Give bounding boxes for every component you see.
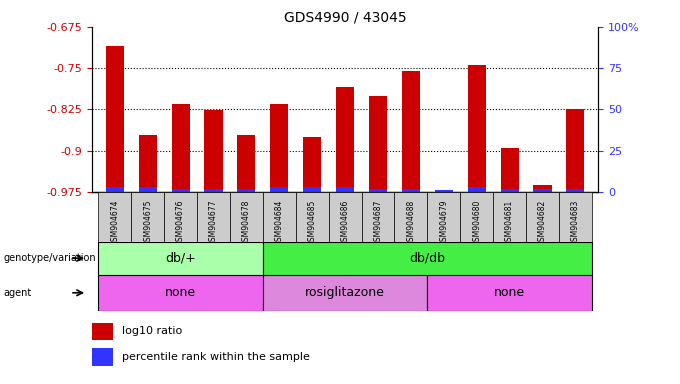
Text: GSM904684: GSM904684: [275, 200, 284, 246]
Bar: [92, 323, 113, 340]
Bar: [270, 104, 288, 192]
Bar: [533, 189, 551, 192]
Text: GSM904680: GSM904680: [472, 200, 481, 246]
Text: GSM904676: GSM904676: [176, 200, 185, 246]
Bar: [303, 137, 321, 192]
Bar: [427, 192, 460, 242]
Bar: [131, 192, 164, 242]
Bar: [468, 65, 486, 192]
Text: GSM904685: GSM904685: [308, 200, 317, 246]
Text: GSM904674: GSM904674: [110, 200, 119, 246]
Bar: [171, 104, 190, 192]
Bar: [171, 189, 190, 192]
Bar: [92, 349, 113, 366]
Text: GSM904677: GSM904677: [209, 200, 218, 246]
Bar: [500, 189, 519, 192]
Bar: [99, 275, 263, 311]
Text: none: none: [494, 286, 525, 299]
Bar: [460, 192, 493, 242]
Bar: [435, 190, 453, 192]
Bar: [328, 192, 362, 242]
Bar: [263, 242, 592, 275]
Bar: [526, 192, 559, 242]
Bar: [336, 88, 354, 192]
Bar: [427, 275, 592, 311]
Bar: [197, 192, 230, 242]
Text: GSM904681: GSM904681: [505, 200, 514, 246]
Bar: [369, 189, 387, 192]
Text: none: none: [165, 286, 197, 299]
Text: GSM904675: GSM904675: [143, 200, 152, 246]
Bar: [566, 189, 584, 192]
Bar: [164, 192, 197, 242]
Bar: [106, 46, 124, 192]
Text: GSM904686: GSM904686: [341, 200, 350, 246]
Text: genotype/variation: genotype/variation: [3, 253, 96, 263]
Bar: [336, 187, 354, 192]
Text: rosiglitazone: rosiglitazone: [305, 286, 385, 299]
Text: db/+: db/+: [165, 252, 196, 265]
Text: percentile rank within the sample: percentile rank within the sample: [122, 352, 310, 362]
Bar: [237, 189, 256, 192]
Bar: [533, 185, 551, 192]
Bar: [230, 192, 263, 242]
Bar: [362, 192, 394, 242]
Bar: [205, 189, 222, 192]
Text: log10 ratio: log10 ratio: [122, 326, 182, 336]
Bar: [263, 275, 427, 311]
Bar: [468, 187, 486, 192]
Bar: [435, 190, 453, 192]
Text: GSM904687: GSM904687: [373, 200, 382, 246]
Text: db/db: db/db: [409, 252, 445, 265]
Bar: [99, 242, 263, 275]
Bar: [205, 110, 222, 192]
Bar: [566, 109, 584, 192]
Bar: [296, 192, 328, 242]
Bar: [263, 192, 296, 242]
Bar: [139, 187, 157, 192]
Bar: [402, 189, 420, 192]
Bar: [493, 192, 526, 242]
Bar: [99, 192, 131, 242]
Bar: [139, 135, 157, 192]
Bar: [237, 135, 256, 192]
Text: GSM904678: GSM904678: [242, 200, 251, 246]
Bar: [402, 71, 420, 192]
Text: GSM904679: GSM904679: [439, 200, 448, 246]
Bar: [369, 96, 387, 192]
Text: GSM904683: GSM904683: [571, 200, 580, 246]
Bar: [270, 187, 288, 192]
Bar: [106, 187, 124, 192]
Title: GDS4990 / 43045: GDS4990 / 43045: [284, 10, 407, 24]
Text: agent: agent: [3, 288, 32, 298]
Text: GSM904682: GSM904682: [538, 200, 547, 246]
Bar: [303, 187, 321, 192]
Text: GSM904688: GSM904688: [407, 200, 415, 246]
Bar: [559, 192, 592, 242]
Bar: [394, 192, 427, 242]
Bar: [500, 148, 519, 192]
